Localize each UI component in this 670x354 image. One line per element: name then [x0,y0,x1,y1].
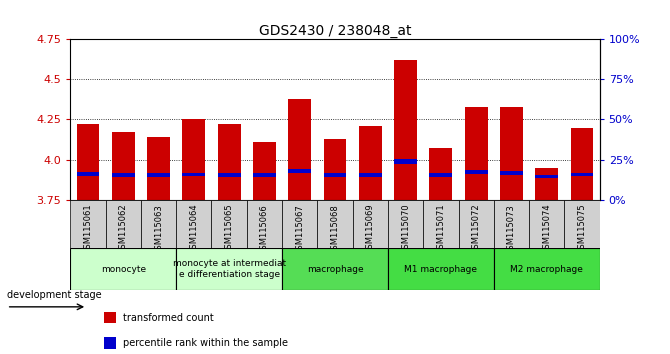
Text: percentile rank within the sample: percentile rank within the sample [123,338,287,348]
Bar [288,98,311,200]
Bar [465,107,488,200]
Text: GSM115067: GSM115067 [295,204,304,255]
Text: GSM115065: GSM115065 [224,204,234,255]
Bar [388,200,423,248]
Bar [324,173,346,177]
Bar [112,132,135,200]
Bar [104,312,116,324]
Bar [535,168,558,200]
Bar [106,200,141,248]
Text: GSM115070: GSM115070 [401,204,410,255]
Bar [212,200,247,248]
Bar [529,200,564,248]
Bar [571,173,594,176]
Title: GDS2430 / 238048_at: GDS2430 / 238048_at [259,24,411,38]
Bar [76,124,99,200]
Bar [104,337,116,349]
Bar [494,200,529,248]
Text: M2 macrophage: M2 macrophage [511,264,583,274]
Bar [176,200,212,248]
Bar [359,126,382,200]
Text: GSM115073: GSM115073 [507,204,516,255]
Bar [458,200,494,248]
Bar [247,200,282,248]
Bar [282,248,388,290]
Bar [253,142,276,200]
Bar [176,248,282,290]
Bar [112,173,135,177]
Bar [429,173,452,177]
Bar [564,200,600,248]
Bar [318,200,352,248]
Bar [500,171,523,175]
Bar [388,248,494,290]
Bar [423,200,458,248]
Bar [494,248,600,290]
Bar [324,139,346,200]
Bar [70,200,106,248]
Text: GSM115075: GSM115075 [578,204,586,255]
Bar [394,159,417,164]
Text: GSM115064: GSM115064 [190,204,198,255]
Bar [282,200,318,248]
Text: transformed count: transformed count [123,313,213,323]
Text: GSM115074: GSM115074 [542,204,551,255]
Text: GSM115063: GSM115063 [154,204,163,255]
Bar [359,173,382,177]
Bar [253,173,276,177]
Text: GSM115069: GSM115069 [366,204,375,255]
Text: monocyte: monocyte [100,264,146,274]
Bar [147,173,170,177]
Bar [182,173,205,177]
Bar [218,173,241,177]
Text: GSM115061: GSM115061 [84,204,92,255]
Bar [465,170,488,174]
Bar [218,124,241,200]
Text: macrophage: macrophage [307,264,363,274]
Bar [76,172,99,176]
Text: GSM115062: GSM115062 [119,204,128,255]
Bar [70,248,176,290]
Bar [288,170,311,173]
Bar [147,137,170,200]
Text: GSM115071: GSM115071 [436,204,446,255]
Bar [500,107,523,200]
Bar [141,200,176,248]
Bar [429,148,452,200]
Text: development stage: development stage [7,291,101,301]
Bar [571,127,594,200]
Bar [394,60,417,200]
Text: monocyte at intermediat
e differentiation stage: monocyte at intermediat e differentiatio… [173,259,285,279]
Bar [535,175,558,178]
Text: GSM115066: GSM115066 [260,204,269,255]
Text: GSM115072: GSM115072 [472,204,480,255]
Text: M1 macrophage: M1 macrophage [405,264,477,274]
Text: GSM115068: GSM115068 [330,204,340,255]
Bar [182,120,205,200]
Bar [352,200,388,248]
